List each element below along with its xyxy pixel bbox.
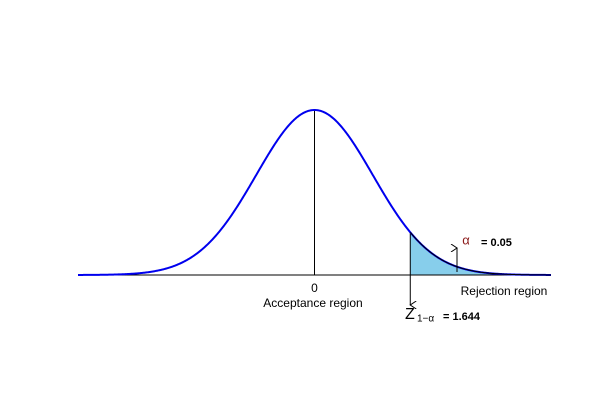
rejection-label: Rejection region — [461, 284, 548, 298]
z-subscript: 1−α — [417, 314, 434, 325]
alpha-label: = 0.05 — [481, 237, 512, 249]
x-tick-label: 0 — [311, 281, 318, 295]
alpha-symbol: α — [462, 232, 470, 247]
acceptance-label: Acceptance region — [263, 296, 362, 310]
critical-label: = 1.644 — [443, 311, 481, 323]
rejection-area — [410, 232, 551, 275]
z-symbol: Z — [405, 306, 415, 323]
rejection-outline — [409, 231, 552, 276]
